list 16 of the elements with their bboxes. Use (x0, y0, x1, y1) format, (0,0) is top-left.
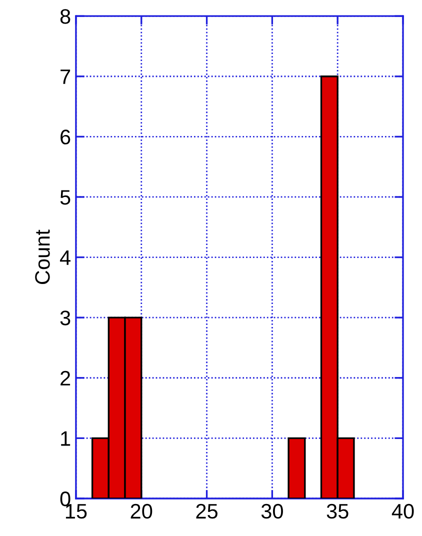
y-tick-label: 2 (60, 370, 70, 386)
y-tick-label: 7 (60, 70, 70, 84)
y-tick-label: 4 (60, 250, 70, 265)
y-tick-label: 6 (60, 130, 70, 144)
x-tick-label: 35 (326, 504, 348, 519)
x-tick-label: 15 (66, 504, 87, 519)
x-tick-label: 20 (130, 504, 152, 519)
y-axis-title: Count (35, 230, 50, 284)
y-tick-label: 8 (60, 9, 70, 24)
y-tick-label: 3 (60, 310, 70, 326)
y-tick-label: 1 (61, 431, 70, 446)
x-tick-label: 40 (392, 504, 414, 519)
x-tick-label: 25 (196, 504, 218, 519)
y-tick-label: 5 (60, 190, 70, 205)
y-tick-label: 0 (60, 491, 70, 506)
x-tick-label: 30 (261, 504, 283, 519)
